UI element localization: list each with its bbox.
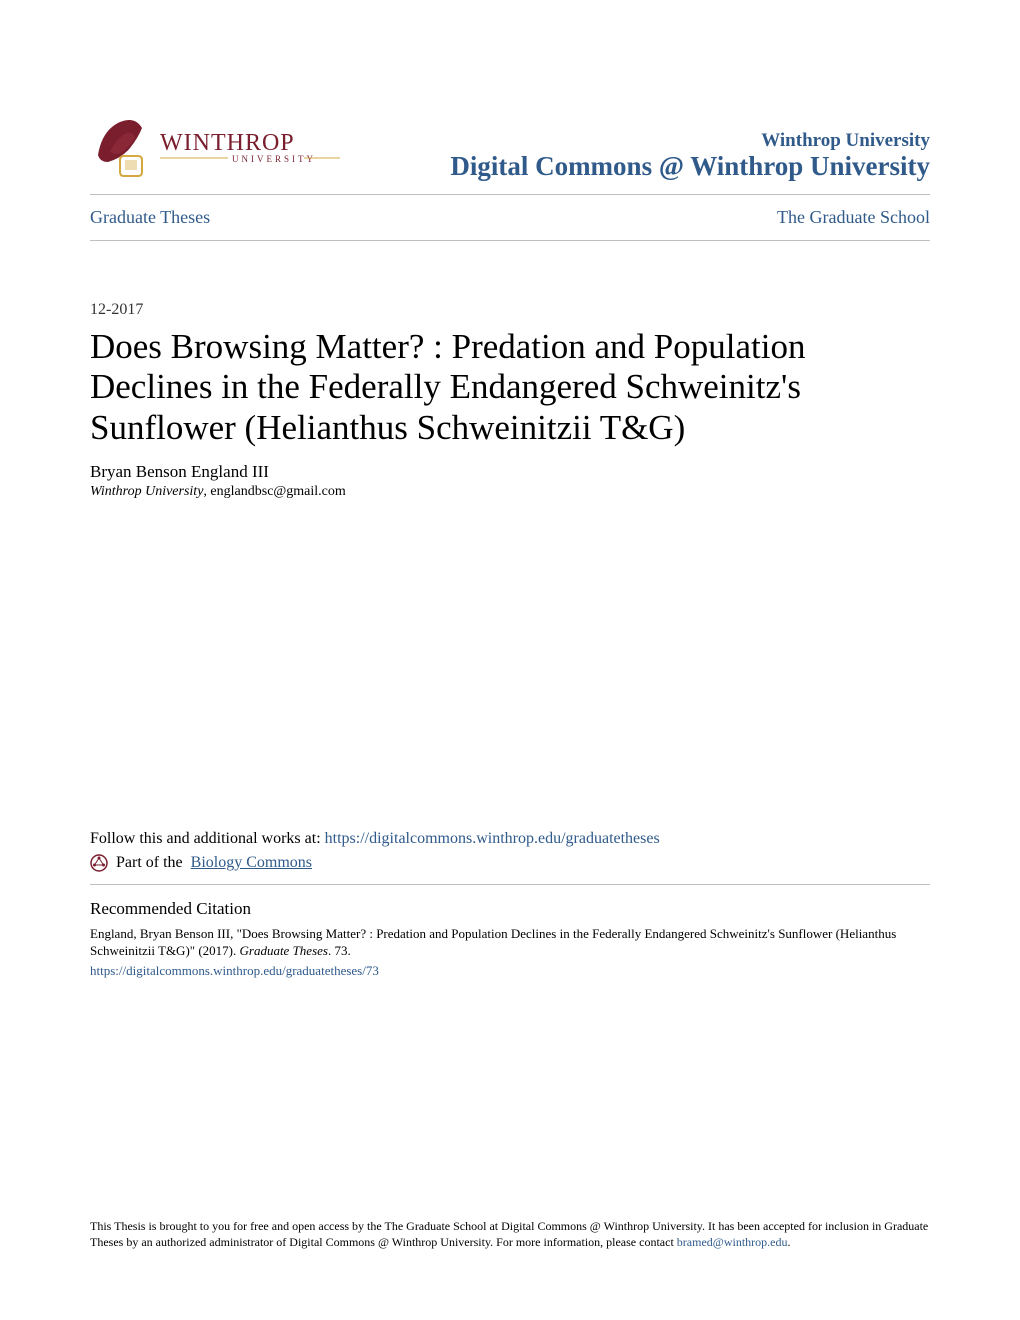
nav-row: Graduate Theses The Graduate School <box>90 195 930 240</box>
publication-date: 12-2017 <box>90 301 930 319</box>
citation-series: Graduate Theses <box>240 943 328 958</box>
author-email: englandbsc@gmail.com <box>210 484 345 499</box>
divider-follow <box>90 884 930 885</box>
part-of-prefix: Part of the <box>116 854 183 872</box>
citation-body: England, Bryan Benson III, "Does Browsin… <box>90 925 930 980</box>
network-icon <box>90 854 108 872</box>
follow-url-link[interactable]: https://digitalcommons.winthrop.edu/grad… <box>325 830 660 847</box>
footer-text: This Thesis is brought to you for free a… <box>90 1218 930 1250</box>
follow-prefix: Follow this and additional works at: <box>90 830 325 847</box>
affiliation-line: Winthrop University, englandbsc@gmail.co… <box>90 484 930 500</box>
institution-name[interactable]: Winthrop University <box>450 130 930 152</box>
institution-block: Winthrop University Digital Commons @ Wi… <box>450 130 930 182</box>
affiliation-name: Winthrop University <box>90 484 203 499</box>
citation-text-2: . 73. <box>328 943 351 958</box>
footer-email-link[interactable]: bramed@winthrop.edu <box>677 1235 788 1249</box>
footer-body: This Thesis is brought to you for free a… <box>90 1219 928 1249</box>
citation-heading: Recommended Citation <box>90 899 930 919</box>
author-name: Bryan Benson England III <box>90 462 930 482</box>
divider-nav <box>90 240 930 241</box>
logo-block: WINTHROP UNIVERSITY <box>90 110 350 182</box>
nav-collection-link[interactable]: Graduate Theses <box>90 207 210 228</box>
footer-period: . <box>787 1235 790 1249</box>
paper-title: Does Browsing Matter? : Predation and Po… <box>90 327 930 448</box>
header-row: WINTHROP UNIVERSITY Winthrop University … <box>90 110 930 194</box>
svg-text:UNIVERSITY: UNIVERSITY <box>232 154 316 164</box>
repository-name[interactable]: Digital Commons @ Winthrop University <box>450 152 930 182</box>
svg-text:WINTHROP: WINTHROP <box>160 130 295 156</box>
winthrop-logo: WINTHROP UNIVERSITY <box>90 110 350 182</box>
part-of-row: Part of the Biology Commons <box>90 854 930 884</box>
nav-school-link[interactable]: The Graduate School <box>777 207 930 228</box>
follow-line: Follow this and additional works at: htt… <box>90 830 930 848</box>
citation-url-link[interactable]: https://digitalcommons.winthrop.edu/grad… <box>90 962 930 980</box>
commons-link[interactable]: Biology Commons <box>191 854 312 872</box>
citation-text-1: England, Bryan Benson III, "Does Browsin… <box>90 926 896 959</box>
